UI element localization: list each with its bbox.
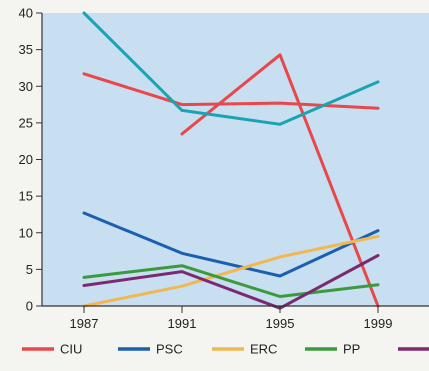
y-tick-label: 25 — [19, 115, 33, 130]
plot-background — [42, 13, 429, 306]
legend-item: ERC — [212, 342, 277, 357]
y-tick-label: 40 — [19, 6, 33, 21]
x-tick-label: 1987 — [70, 316, 99, 331]
legend-item: PSC — [118, 342, 183, 357]
legend-item: CIU — [22, 342, 82, 357]
legend-label: ERC — [250, 342, 277, 357]
x-tick-label: 1991 — [168, 316, 197, 331]
y-tick-label: 15 — [19, 189, 33, 204]
x-tick-label: 1995 — [266, 316, 295, 331]
x-tick-label: 1999 — [364, 316, 393, 331]
legend-label: PSC — [156, 342, 183, 357]
y-tick-label: 20 — [19, 152, 33, 167]
y-tick-label: 10 — [19, 225, 33, 240]
y-tick-label: 30 — [19, 79, 33, 94]
legend-label: PP — [343, 342, 360, 357]
y-tick-label: 5 — [26, 262, 33, 277]
legend-label: CIU — [60, 342, 82, 357]
legend: CIU PSC ERC PP — [22, 342, 429, 357]
y-tick-label: 35 — [19, 42, 33, 57]
legend-item: PP — [305, 342, 360, 357]
y-tick-label: 0 — [26, 299, 33, 314]
